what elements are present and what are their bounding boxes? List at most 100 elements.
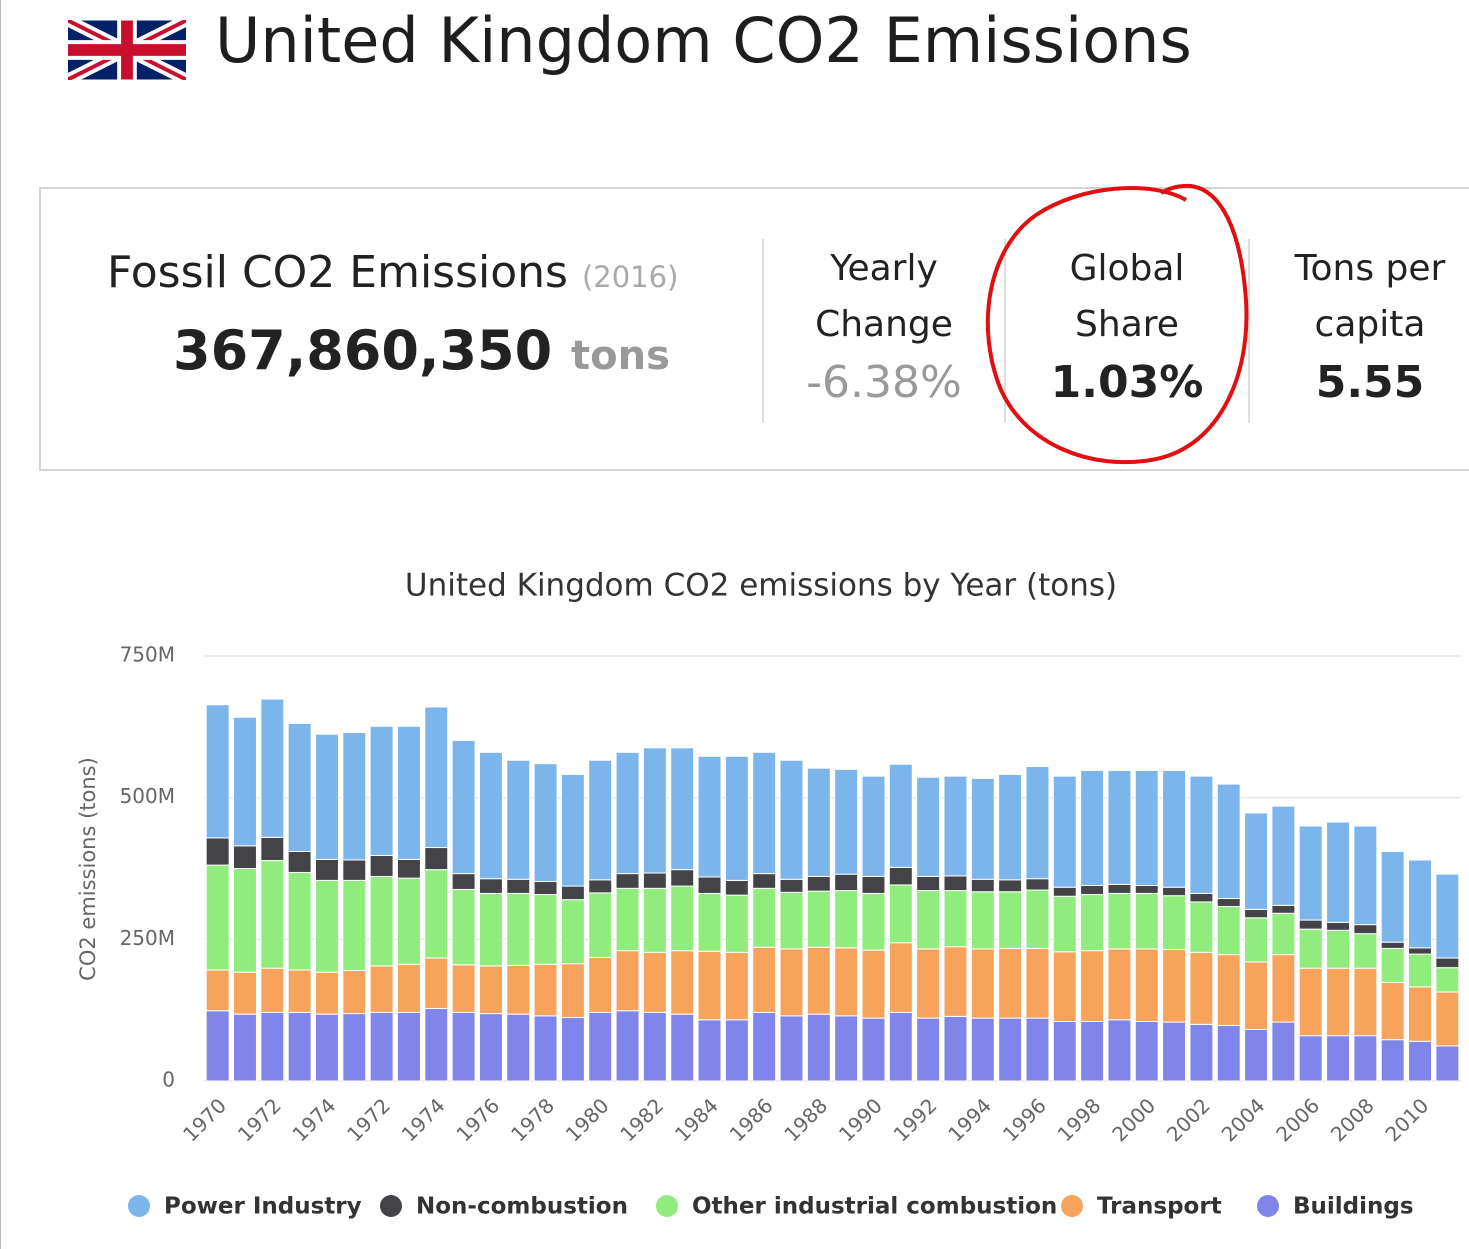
bar-segment	[615, 887, 640, 952]
bar-segment	[1408, 953, 1432, 988]
bar-segment	[916, 948, 941, 1019]
bar-segment	[478, 965, 503, 1015]
bar-segment	[424, 1007, 449, 1082]
legend-marker	[1061, 1195, 1083, 1217]
bar-segment	[1107, 948, 1132, 1021]
x-tick-label: 1990	[834, 1093, 887, 1146]
bar-segment	[888, 942, 913, 1013]
bar-segment	[888, 1011, 913, 1082]
bar-segment	[943, 890, 968, 948]
bar-segment	[533, 894, 558, 965]
bar-segment	[1107, 892, 1132, 950]
bar-segment	[615, 873, 640, 889]
bar-segment	[806, 767, 831, 877]
bar-segment	[1353, 933, 1378, 969]
bar-segment	[1271, 1021, 1296, 1082]
bar-segment	[724, 755, 749, 881]
bar-segment	[1107, 1019, 1132, 1082]
bar-segment	[478, 878, 503, 894]
bar-segment	[834, 768, 859, 875]
bar-segment	[533, 763, 558, 883]
bar-segment	[1435, 873, 1460, 959]
bar-segment	[233, 1013, 257, 1082]
stat-unit: tons	[571, 333, 670, 379]
bar-segment	[779, 891, 804, 950]
bar-segment	[970, 891, 995, 950]
bar-segment	[670, 1013, 695, 1082]
stats-panel: Fossil CO2 Emissions (2016) 367,860,350 …	[39, 187, 1469, 471]
bar-segment	[642, 872, 667, 889]
bar-segment	[806, 890, 831, 948]
bar-segment	[424, 957, 449, 1009]
bar-segment	[314, 1013, 339, 1082]
bar-segment	[998, 1017, 1023, 1082]
bar-segment	[1380, 947, 1405, 983]
bar-segment	[916, 890, 941, 950]
bar-segment	[1271, 912, 1296, 956]
stat-label: Yearly Change	[815, 248, 953, 345]
bar-segment	[1408, 859, 1432, 949]
bar-segment	[369, 854, 394, 877]
bar-segment	[806, 1013, 831, 1082]
bar-segment	[314, 733, 339, 860]
bar-segment	[998, 879, 1023, 893]
stat-column: Global Share 1.03%	[1027, 241, 1227, 413]
bar-segment	[779, 759, 804, 880]
bar-segment	[1326, 821, 1351, 923]
x-tick-label: 1988	[779, 1093, 832, 1146]
bar-segment	[1162, 949, 1187, 1023]
x-tick-label: 1972	[342, 1093, 395, 1146]
bar-segment	[1134, 892, 1159, 950]
stat-column: Tons per capita 5.55	[1270, 241, 1469, 413]
legend-marker	[1257, 1195, 1279, 1217]
bar-segment	[1271, 805, 1296, 906]
bar-segment	[588, 759, 613, 881]
bar-segment	[724, 894, 749, 953]
bar-segment	[588, 879, 613, 894]
bar-segment	[260, 836, 285, 862]
bar-segment	[260, 1011, 285, 1082]
bar-segment	[451, 888, 476, 966]
bar-segment	[752, 873, 777, 889]
bar-segment	[861, 1017, 886, 1082]
bar-segment	[1408, 1040, 1432, 1082]
chart: United Kingdom CO2 emissions by Year (to…	[76, 568, 1461, 1220]
bar-segment	[233, 868, 257, 973]
bar-segment	[1107, 769, 1132, 885]
stat-value: 5.55	[1315, 357, 1425, 408]
stat-number: 367,860,350	[173, 319, 553, 382]
bar-segment	[1134, 1021, 1159, 1082]
bar-segment	[478, 1013, 503, 1082]
bar-segment	[1162, 895, 1187, 951]
bar-segment	[1271, 904, 1296, 914]
bar-segment	[1435, 957, 1460, 969]
bar-segment	[1435, 1045, 1460, 1082]
bar-segment	[205, 704, 230, 839]
x-tick-label: 1994	[943, 1093, 996, 1146]
bar-segment	[724, 951, 749, 1021]
bar-segment	[1052, 886, 1077, 897]
bar-segment	[1298, 967, 1323, 1037]
bar-segment	[1435, 967, 1460, 993]
legend-label: Other industrial combustion	[692, 1194, 1057, 1220]
stat-label: Fossil CO2 Emissions (2016)	[107, 247, 678, 298]
x-tick-label: 2006	[1271, 1093, 1324, 1146]
bar-segment	[1326, 921, 1351, 931]
bar-segment	[861, 775, 886, 877]
legend-marker	[128, 1195, 150, 1217]
bar-segment	[1244, 961, 1269, 1030]
bar-segment	[752, 887, 777, 948]
bar-segment	[1025, 1017, 1050, 1082]
bar-segment	[1134, 885, 1159, 894]
y-tick-label: 500M	[120, 784, 175, 808]
bar-segment	[1244, 812, 1269, 910]
bar-segment	[451, 964, 476, 1013]
bar-segment	[697, 892, 722, 952]
bar-segment	[861, 875, 886, 894]
legend-marker	[656, 1195, 678, 1217]
bar-segment	[478, 892, 503, 967]
bar-segment	[752, 946, 777, 1013]
bar-segment	[834, 1015, 859, 1082]
bar-segment	[779, 878, 804, 893]
bar-segment	[642, 951, 667, 1013]
